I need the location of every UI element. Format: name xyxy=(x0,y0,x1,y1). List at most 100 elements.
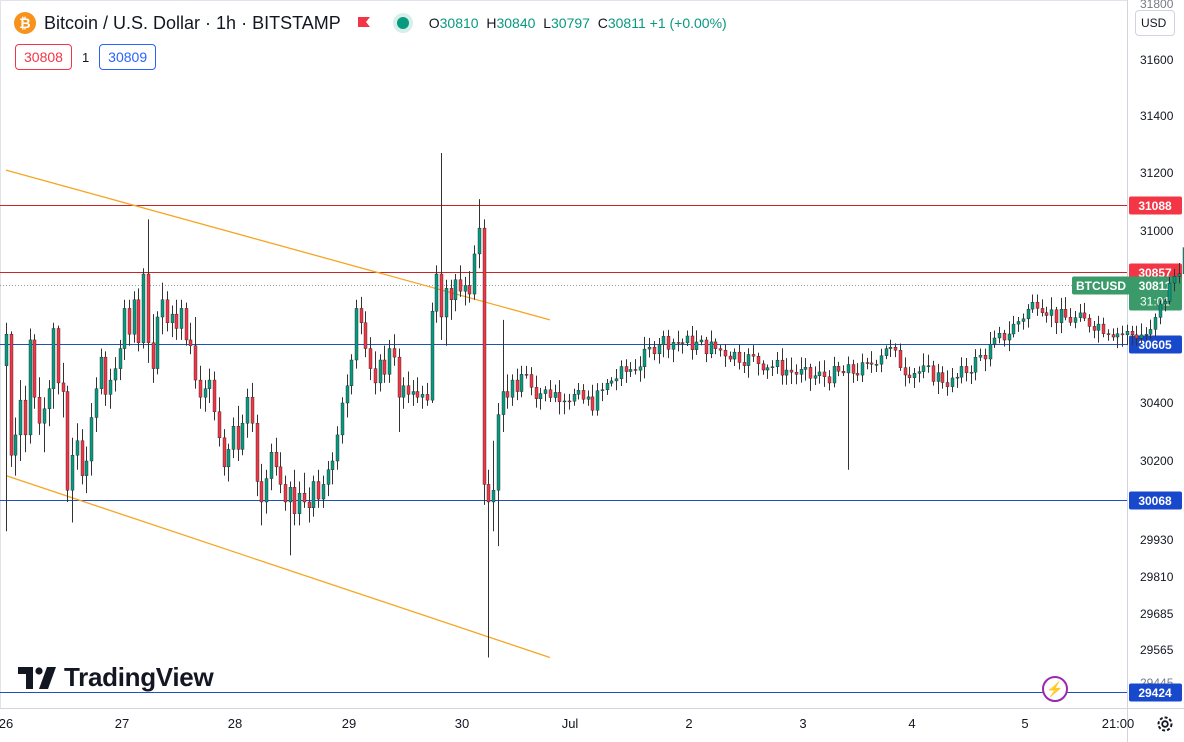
candle-up xyxy=(1163,298,1168,312)
candle-up xyxy=(709,330,714,359)
candle-down xyxy=(250,382,255,432)
candle-body xyxy=(392,348,397,358)
candle-body xyxy=(274,452,279,468)
candle-up xyxy=(562,393,567,415)
candle-down xyxy=(1063,297,1068,321)
candle-body xyxy=(103,356,108,395)
bid-sell-button[interactable]: 30808 xyxy=(15,44,72,70)
candle-up xyxy=(510,374,515,406)
candle-down xyxy=(728,351,733,362)
spread-value: 1 xyxy=(81,49,90,65)
y-tick-label: 31000 xyxy=(1140,224,1174,238)
candle-down xyxy=(32,334,37,409)
candle-body xyxy=(1153,317,1158,330)
candle-body xyxy=(80,440,85,476)
candle-body xyxy=(567,400,572,403)
candle-down xyxy=(515,368,520,401)
candle-down xyxy=(690,326,695,360)
candle-body xyxy=(165,299,170,323)
candle-body xyxy=(420,394,425,398)
candle-body xyxy=(553,392,558,398)
candle-up xyxy=(803,358,808,381)
x-tick-label: 3 xyxy=(799,716,806,731)
candle-body xyxy=(879,355,884,365)
candle-body xyxy=(983,355,988,360)
candle-up xyxy=(70,437,75,523)
candle-body xyxy=(799,369,804,375)
lightning-icon[interactable]: ⚡ xyxy=(1042,676,1068,702)
candle-body xyxy=(997,333,1002,339)
candle-down xyxy=(548,380,553,402)
candle-body xyxy=(1139,334,1144,339)
candle-down xyxy=(174,299,179,340)
candle-down xyxy=(789,357,794,384)
candle-body xyxy=(226,449,231,468)
candle-body xyxy=(316,481,321,500)
candle-body xyxy=(501,391,506,415)
candle-down xyxy=(964,357,969,382)
candle-up xyxy=(330,452,335,485)
candle-up xyxy=(1144,327,1149,341)
flag-icon[interactable] xyxy=(357,16,371,30)
candle-down xyxy=(198,365,203,409)
candle-up xyxy=(207,368,212,403)
candle-down xyxy=(382,345,387,383)
candle-up xyxy=(420,385,425,409)
candle-body xyxy=(188,339,193,346)
candle-body xyxy=(742,362,747,366)
candle-body xyxy=(576,390,581,395)
x-tick-label: 21:00 xyxy=(1102,716,1135,731)
candle-body xyxy=(397,356,402,398)
candle-body xyxy=(288,487,293,503)
ohlc-open-label: O xyxy=(428,15,440,31)
candle-down xyxy=(723,344,728,367)
candle-up xyxy=(846,356,851,470)
candle-body xyxy=(1011,323,1016,335)
candle-body xyxy=(557,392,562,402)
candle-body xyxy=(18,399,23,436)
candle-body xyxy=(122,308,127,349)
x-tick-label: 4 xyxy=(908,716,915,731)
candle-body xyxy=(1059,309,1064,323)
candle-up xyxy=(453,274,458,312)
candle-down xyxy=(794,364,799,385)
candle-up xyxy=(1177,262,1182,284)
candle-up xyxy=(600,382,605,402)
y-tick-label: 29810 xyxy=(1140,570,1174,584)
candle-down xyxy=(869,351,874,373)
gear-icon[interactable] xyxy=(1154,713,1176,735)
candle-up xyxy=(94,377,99,432)
candle-up xyxy=(170,305,175,338)
candle-up xyxy=(732,348,737,366)
candle-body xyxy=(813,375,818,379)
candle-down xyxy=(184,302,189,346)
candle-up xyxy=(921,353,926,379)
currency-selector[interactable]: USD xyxy=(1135,10,1175,36)
candle-body xyxy=(269,452,274,479)
candle-body xyxy=(264,478,269,503)
candle-body xyxy=(1167,282,1172,302)
candle-body xyxy=(865,362,870,364)
x-tick-label: 28 xyxy=(228,716,242,731)
ask-buy-button[interactable]: 30809 xyxy=(99,44,157,70)
candle-down xyxy=(704,336,709,363)
candle-up xyxy=(978,348,983,361)
candle-down xyxy=(80,429,85,485)
candle-body xyxy=(231,426,236,450)
x-tick-label: 27 xyxy=(115,716,129,731)
candle-body xyxy=(950,377,955,387)
symbol-title[interactable]: Bitcoin / U.S. Dollar · 1h · BITSTAMP xyxy=(44,12,341,33)
tradingview-logo[interactable]: TradingView xyxy=(18,662,214,693)
candle-body xyxy=(37,397,42,424)
candle-body xyxy=(581,390,586,400)
candle-up xyxy=(501,319,506,432)
candle-body xyxy=(75,440,80,456)
candle-body xyxy=(1068,317,1073,323)
candle-up xyxy=(1125,324,1130,346)
candle-body xyxy=(794,371,799,375)
candle-body xyxy=(884,348,889,356)
candle-body xyxy=(709,341,714,355)
candle-body xyxy=(155,316,160,369)
